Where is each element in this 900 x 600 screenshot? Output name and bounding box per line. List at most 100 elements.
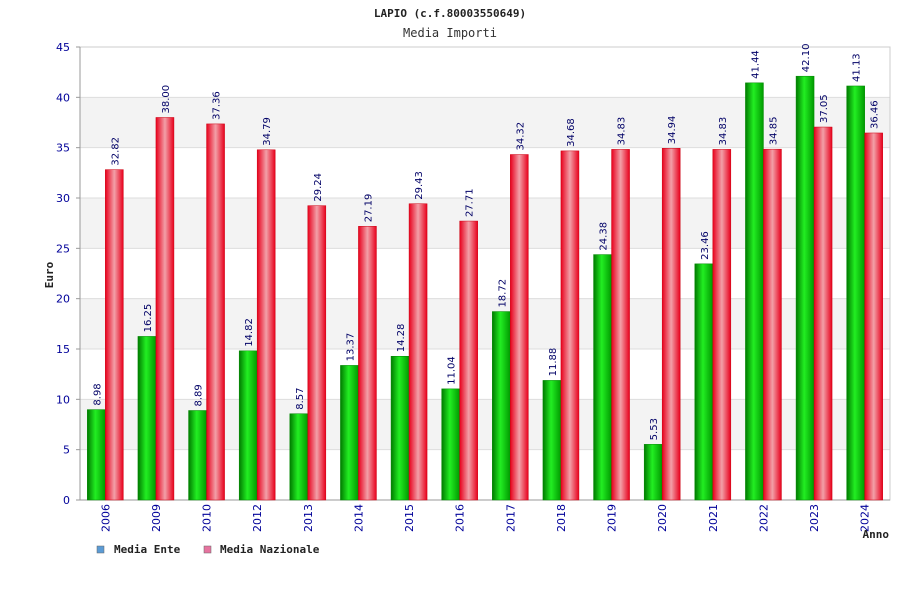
bar-media-nazionale — [408, 203, 428, 501]
bar-media-nazionale — [560, 150, 580, 501]
bar-value-label: 27.71 — [465, 188, 476, 217]
legend-label-media-ente: Media Ente — [114, 543, 181, 556]
bar-value-label: 34.79 — [262, 117, 273, 146]
bar-value-label: 34.94 — [667, 116, 678, 145]
x-tick-label: 2012 — [251, 504, 264, 532]
chart-subtitle: Media Importi — [403, 26, 497, 40]
x-tick-label: 2023 — [808, 504, 821, 532]
bar-value-label: 34.32 — [515, 122, 526, 151]
y-axis-label: Euro — [43, 261, 56, 288]
bar-value-label: 36.46 — [870, 100, 881, 129]
x-tick-label: 2015 — [403, 504, 416, 532]
bar-value-label: 27.19 — [363, 194, 374, 223]
bar-media-nazionale — [256, 149, 276, 501]
bar-value-label: 11.04 — [447, 356, 458, 385]
legend-item-media-nazionale: Media Nazionale — [203, 543, 320, 556]
bar-value-label: 23.46 — [700, 231, 711, 260]
bar-value-label: 32.82 — [110, 137, 121, 166]
y-tick-label: 30 — [56, 192, 70, 205]
bar-media-nazionale — [307, 205, 327, 501]
bar-value-label: 24.38 — [599, 222, 610, 251]
bar-value-label: 29.43 — [414, 171, 425, 200]
x-tick-label: 2020 — [656, 504, 669, 532]
legend-swatch-media-nazionale — [203, 545, 212, 554]
y-tick-label: 5 — [63, 444, 70, 457]
bar-media-nazionale — [763, 148, 782, 501]
bar-media-nazionale — [459, 220, 478, 501]
bar-media-ente — [137, 336, 157, 501]
x-tick-label: 2021 — [707, 504, 720, 532]
bar-value-label: 34.85 — [768, 117, 779, 146]
bar-media-nazionale — [813, 126, 833, 501]
chart-title: LAPIO (c.f.80003550649) — [374, 7, 526, 20]
y-tick-label: 40 — [56, 91, 70, 104]
bar-media-nazionale — [510, 154, 529, 501]
bar-media-nazionale — [206, 123, 225, 501]
bar-value-label: 18.72 — [497, 279, 508, 308]
bar-media-ente — [289, 413, 309, 501]
bar-value-label: 37.05 — [819, 94, 830, 123]
bar-media-ente — [593, 254, 612, 501]
bar-value-label: 34.83 — [617, 117, 628, 146]
grid-band — [80, 47, 890, 98]
x-tick-label: 2017 — [504, 504, 517, 532]
x-tick-label: 2013 — [302, 504, 315, 532]
bar-value-label: 29.24 — [313, 173, 324, 202]
bar-value-label: 5.53 — [649, 418, 660, 440]
bar-value-label: 14.82 — [244, 318, 255, 347]
bar-media-ente — [390, 355, 410, 501]
x-tick-label: 2010 — [201, 504, 214, 532]
bar-value-label: 41.44 — [750, 50, 761, 79]
bar-value-label: 41.13 — [852, 53, 863, 82]
bar-value-label: 8.98 — [92, 383, 103, 405]
legend-swatch-media-ente — [96, 545, 105, 554]
legend: Media Ente Media Nazionale — [96, 543, 320, 556]
x-axis-ticks: 2006 2009 2010 2012 2013 2014 2015 2016 2017 2018… — [99, 504, 871, 532]
bar-value-label: 38.00 — [161, 85, 172, 114]
y-tick-label: 15 — [56, 343, 70, 356]
x-tick-label: 2022 — [757, 504, 770, 532]
bar-value-label: 8.57 — [295, 387, 306, 409]
bar-media-nazionale — [611, 149, 630, 501]
bar-value-label: 37.36 — [212, 91, 223, 120]
bar-value-label: 13.37 — [345, 333, 356, 362]
y-tick-label: 45 — [56, 41, 70, 54]
y-tick-label: 25 — [56, 242, 70, 255]
x-axis-label: Anno — [863, 528, 890, 541]
bar-media-nazionale — [105, 169, 124, 501]
y-tick-label: 35 — [56, 142, 70, 155]
bar-value-label: 34.68 — [566, 118, 577, 147]
bar-media-ente — [441, 388, 460, 501]
bar-media-ente — [745, 82, 764, 501]
bar-media-ente — [87, 409, 106, 501]
y-tick-label: 0 — [63, 494, 70, 507]
bar-labels: 8.98 32.82 16.25 38.00 8.89 37.36 14.82 34.79 8.… — [92, 44, 880, 441]
bar-media-nazionale — [358, 226, 377, 501]
x-tick-label: 2024 — [859, 504, 872, 532]
bar-value-label: 14.28 — [396, 324, 407, 353]
bar-media-nazionale — [712, 149, 732, 501]
x-tick-label: 2018 — [555, 504, 568, 532]
y-tick-label: 20 — [56, 293, 70, 306]
bar-media-ente — [188, 410, 207, 501]
bar-media-ente — [542, 380, 562, 501]
x-tick-label: 2014 — [352, 504, 365, 532]
bar-media-nazionale — [155, 117, 175, 501]
bar-value-label: 16.25 — [143, 304, 154, 333]
legend-item-media-ente: Media Ente — [96, 543, 181, 556]
bar-value-label: 11.88 — [548, 348, 559, 377]
bar-media-ente — [643, 444, 663, 501]
bar-value-label: 34.83 — [718, 117, 729, 146]
bar-value-label: 42.10 — [801, 44, 812, 73]
bars — [87, 75, 883, 501]
bar-value-label: 8.89 — [194, 384, 205, 406]
bar-media-ente — [340, 365, 359, 501]
legend-label-media-nazionale: Media Nazionale — [220, 543, 320, 556]
y-tick-label: 10 — [56, 393, 70, 406]
x-tick-label: 2006 — [99, 504, 112, 532]
bar-media-ente — [238, 350, 258, 501]
x-tick-label: 2019 — [606, 504, 619, 532]
x-tick-label: 2016 — [454, 504, 467, 532]
bar-media-ente — [795, 75, 815, 501]
